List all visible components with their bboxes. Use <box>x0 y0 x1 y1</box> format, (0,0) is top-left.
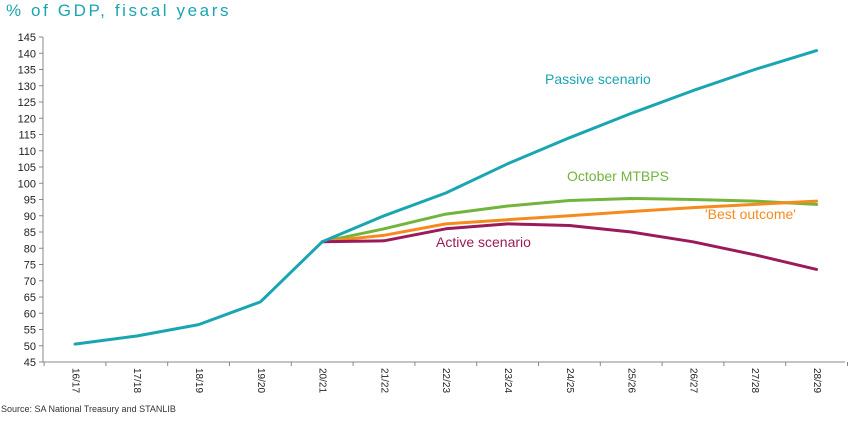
y-tick-label: 70 <box>24 276 36 288</box>
label-active-scenario: Active scenario <box>436 234 531 250</box>
y-tick-label: 65 <box>24 292 36 304</box>
y-tick-label: 90 <box>24 211 36 223</box>
x-tick-label: 25/26 <box>626 368 637 393</box>
chart-title: % of GDP, fiscal years <box>6 1 232 20</box>
source-note: Source: SA National Treasury and STANLIB <box>1 404 176 414</box>
series-line-active-scenario <box>320 222 819 271</box>
y-tick-label: 145 <box>18 32 36 44</box>
y-tick-label: 120 <box>18 113 36 125</box>
y-axis-ticks: 45 50 55 60 65 70 75 80 85 90 95 100 105 110 115 120 125… <box>18 32 43 369</box>
label-october-mtbps: October MTBPS <box>567 168 669 184</box>
y-tick-label: 95 <box>24 195 36 207</box>
series-lines <box>73 49 819 346</box>
x-tick-label: 21/22 <box>378 368 389 393</box>
x-tick-label: 18/19 <box>193 368 204 393</box>
y-tick-label: 110 <box>18 146 36 158</box>
y-tick-label: 140 <box>18 48 36 60</box>
x-tick-label: 28/29 <box>811 368 822 393</box>
y-tick-label: 80 <box>24 243 36 255</box>
x-tick-label: 20/21 <box>317 368 328 393</box>
y-tick-label: 115 <box>18 130 36 142</box>
x-tick-label: 16/17 <box>69 368 80 393</box>
x-tick-label: 19/20 <box>255 368 266 393</box>
x-tick-label: 22/23 <box>440 368 451 393</box>
y-tick-label: 60 <box>24 308 36 320</box>
y-tick-label: 125 <box>18 97 36 109</box>
x-tick-label: 24/25 <box>564 368 575 393</box>
series-line-passive-scenario <box>73 49 819 346</box>
y-tick-label: 85 <box>24 227 36 239</box>
y-tick-label: 45 <box>24 357 36 369</box>
y-tick-label: 135 <box>18 65 36 77</box>
y-tick-label: 105 <box>18 162 36 174</box>
y-tick-label: 130 <box>18 81 36 93</box>
label-passive-scenario: Passive scenario <box>545 71 651 87</box>
y-tick-label: 55 <box>24 325 36 337</box>
x-tick-label: 17/18 <box>131 368 142 393</box>
y-tick-label: 75 <box>24 260 36 272</box>
label-best-outcome: 'Best outcome' <box>705 206 796 222</box>
x-tick-label: 23/24 <box>502 368 513 393</box>
x-tick-label: 26/27 <box>687 368 698 393</box>
x-tick-label: 27/28 <box>749 368 760 393</box>
y-tick-label: 100 <box>18 178 36 190</box>
series-annotations: Passive scenario October MTBPS 'Best outco… <box>436 71 796 250</box>
series-line-best-outcome <box>320 199 819 244</box>
y-tick-label: 50 <box>24 341 36 353</box>
series-line-october-mtbps <box>320 197 819 244</box>
x-axis-ticks: 16/17 17/18 18/19 19/20 20/21 21/22 22/23 23/24… <box>43 362 848 393</box>
